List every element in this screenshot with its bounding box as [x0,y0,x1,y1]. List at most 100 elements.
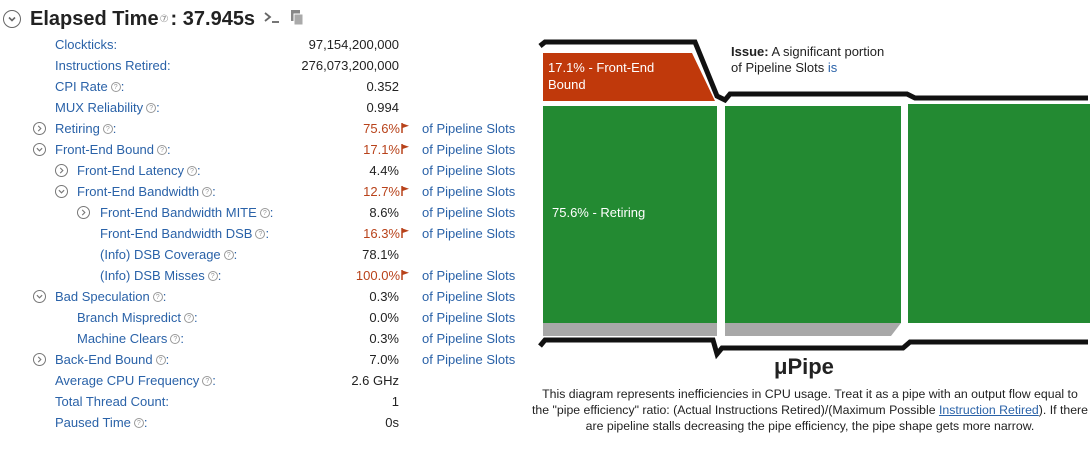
help-icon[interactable]: ? [186,165,197,176]
metric-label-text: Paused Time [55,415,131,430]
expand-icon[interactable] [33,122,46,135]
collapse-icon[interactable] [33,143,46,156]
metric-label[interactable]: Bad Speculation?: [55,286,166,307]
retiring-label: 75.6% - Retiring [552,205,645,220]
help-icon[interactable]: ? [102,123,113,134]
metric-label[interactable]: Machine Clears?: [77,328,184,349]
metric-label-text: (Info) DSB Misses [100,268,205,283]
metric-label[interactable]: Average CPU Frequency?: [55,370,216,391]
metric-label[interactable]: Branch Mispredict?: [77,307,198,328]
instruction-retired-link[interactable]: Instruction Retired [938,403,1039,417]
help-icon[interactable]: ? [157,144,168,155]
help-icon[interactable]: ? [133,417,144,428]
help-icon[interactable]: ? [259,207,270,218]
metric-unit: of Pipeline Slots [422,310,516,325]
metric-label[interactable]: Front-End Bandwidth?: [77,181,216,202]
label-colon: : [162,289,167,304]
metric-row: CPI Rate?: 0.352 [0,76,530,97]
metric-row: Back-End Bound?: 7.0% of Pipeline Slots [0,349,530,370]
help-icon[interactable]: ? [110,81,121,92]
metric-label[interactable]: Front-End Bandwidth DSB?: [100,223,269,244]
metric-unit: of Pipeline Slots [422,268,516,283]
metric-label-text: Total Thread Count: [55,394,169,409]
metric-value: 0.0% [369,307,399,328]
metric-value-text: 16.3% [363,226,400,241]
expand-icon[interactable] [33,353,46,366]
metric-value: 1 [392,391,399,412]
metric-unit: of Pipeline Slots [422,331,516,346]
metric-unit: of Pipeline Slots [422,205,516,220]
pipe-top-outline [538,39,1088,104]
issue-heading: Issue: [731,44,769,59]
metric-row: (Info) DSB Coverage?: 78.1% [0,244,530,265]
label-colon: : [112,121,117,136]
help-icon[interactable]: ? [202,375,213,386]
desc-part2: ). If there are pipeline stalls decreasi… [585,403,1088,433]
metric-value-text: 0.994 [366,100,399,115]
metric-label[interactable]: Retiring?: [55,118,116,139]
copy-icon[interactable] [289,9,305,30]
label-colon: : [120,79,125,94]
metric-row: Front-End Bandwidth DSB?: 16.3% of Pipelin… [0,223,530,244]
label-colon: : [143,415,148,430]
label-colon: : [167,142,171,157]
label-colon: : [212,373,216,388]
metric-label-text: Front-End Bandwidth DSB [100,226,253,241]
help-icon[interactable]: ? [184,312,195,323]
metric-label[interactable]: CPI Rate?: [55,76,124,97]
metric-label-text: CPI Rate [55,79,108,94]
collapse-icon[interactable] [3,10,21,28]
expand-icon[interactable] [77,206,90,219]
metric-label[interactable]: MUX Reliability?: [55,97,160,118]
metric-label[interactable]: (Info) DSB Coverage?: [100,244,237,265]
collapse-icon[interactable] [33,290,46,303]
metric-value: 4.4% [369,160,399,181]
metric-label[interactable]: Instructions Retired: [55,55,171,76]
issue-text-1: A significant portion [768,44,885,59]
metric-label[interactable]: (Info) DSB Misses?: [100,265,221,286]
metric-value-text: 97,154,200,000 [308,37,399,52]
metric-label[interactable]: Front-End Latency?: [77,160,201,181]
pipe-bottom-outline [538,337,1088,360]
metric-label-text: Clockticks: [55,37,118,52]
help-icon[interactable]: ⑦ [159,13,169,25]
metric-unit: of Pipeline Slots [422,142,516,157]
metric-unit: of Pipeline Slots [422,121,516,136]
help-icon[interactable]: ? [170,333,181,344]
expand-icon[interactable] [55,164,68,177]
metric-label[interactable]: Back-End Bound?: [55,349,169,370]
metric-label[interactable]: Front-End Bandwidth MITE?: [100,202,273,223]
flag-icon [401,228,410,241]
metric-row: Front-End Bandwidth?: 12.7% of Pipeline Sl… [0,181,530,202]
metric-row: Average CPU Frequency?: 2.6 GHz [0,370,530,391]
metric-label-text: Instructions Retired: [55,58,171,73]
collapse-icon[interactable] [55,185,68,198]
metric-unit: of Pipeline Slots [422,352,516,367]
metric-label-text: Front-End Bandwidth MITE [100,205,257,220]
help-icon[interactable]: ? [255,228,266,239]
issue-callout: Issue: A significant portion of Pipeline… [731,44,921,76]
metric-value-text: 0.352 [366,79,399,94]
metric-label[interactable]: Front-End Bound?: [55,139,171,160]
label-colon: : [217,268,222,283]
metric-label[interactable]: Total Thread Count: [55,391,169,412]
metric-label-text: Back-End Bound [55,352,153,367]
help-icon[interactable]: ? [202,186,213,197]
terminal-icon[interactable] [263,9,281,29]
metric-value-text: 78.1% [362,247,399,262]
metric-row: Bad Speculation?: 0.3% of Pipeline Slots [0,286,530,307]
help-icon[interactable]: ? [207,270,218,281]
label-colon: : [165,352,170,367]
metric-row: (Info) DSB Misses?: 100.0% of Pipeline Slo… [0,265,530,286]
help-icon[interactable]: ? [146,102,157,113]
help-icon[interactable]: ? [223,249,234,260]
help-icon[interactable]: ? [152,291,163,302]
help-icon[interactable]: ? [155,354,166,365]
metric-label[interactable]: Paused Time?: [55,412,148,433]
metric-label[interactable]: Clockticks: [55,34,117,55]
issue-text-2: of Pipeline Slots [731,60,825,75]
metric-row: Total Thread Count: 1 [0,391,530,412]
metric-value-text: 8.6% [369,205,399,220]
metric-value: 2.6 GHz [351,370,399,391]
label-colon: : [194,310,198,325]
